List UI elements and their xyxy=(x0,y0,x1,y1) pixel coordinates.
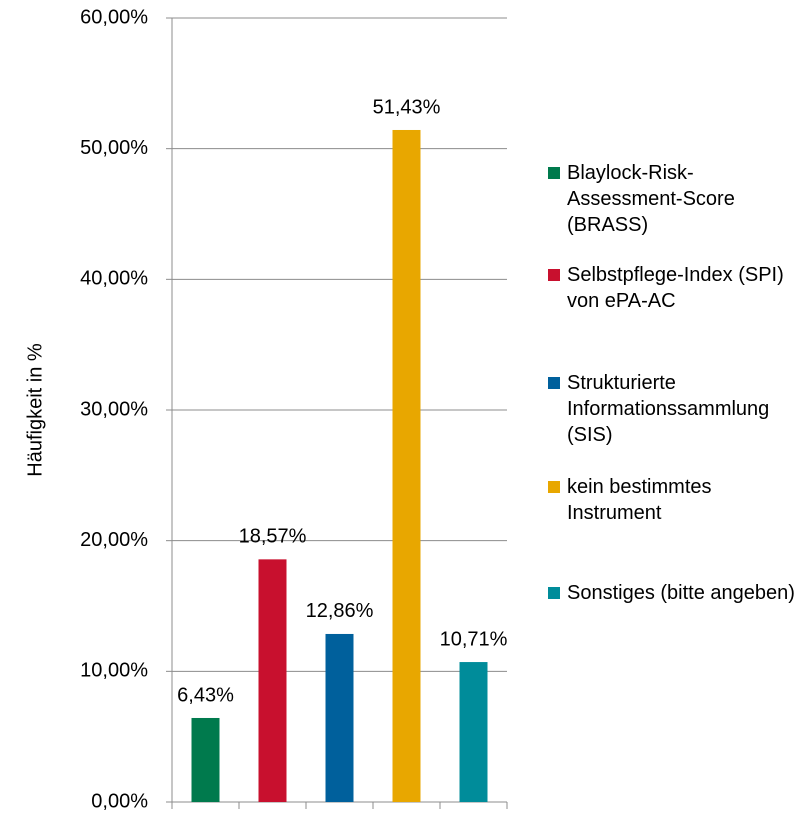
data-label: 6,43% xyxy=(177,684,234,706)
bar xyxy=(325,633,354,802)
legend-swatch xyxy=(548,377,560,389)
legend-entry: Strukturierte Informationssammlung (SIS) xyxy=(548,370,812,448)
y-tick-label: 20,00% xyxy=(80,529,148,551)
y-tick-label: 50,00% xyxy=(80,137,148,159)
legend-entry: kein bestimmtes Instrument xyxy=(548,474,812,526)
y-tick-label: 60,00% xyxy=(80,6,148,28)
legend-swatch xyxy=(548,481,560,493)
y-axis-label: Häufigkeit in % xyxy=(24,343,46,477)
bar xyxy=(459,662,488,802)
bar xyxy=(258,559,287,802)
data-label: 12,86% xyxy=(306,600,374,622)
bar xyxy=(191,717,220,802)
y-tick-label: 30,00% xyxy=(80,398,148,420)
y-tick-label: 40,00% xyxy=(80,268,148,290)
y-tick-label: 0,00% xyxy=(91,790,148,812)
legend-entry: Blaylock-Risk-Assessment-Score (BRASS) xyxy=(548,160,812,238)
bar xyxy=(392,129,421,803)
data-label: 51,43% xyxy=(373,96,441,118)
legend-swatch xyxy=(548,167,560,179)
y-tick-label: 10,00% xyxy=(80,660,148,682)
legend-label: Strukturierte Informationssammlung (SIS) xyxy=(567,372,770,446)
legend-swatch xyxy=(548,587,560,599)
legend-entry: Selbstpflege-Index (SPI) von ePA-AC xyxy=(548,262,812,314)
legend-label: Sonstiges (bitte angeben) xyxy=(567,582,795,604)
legend-label: Selbstpflege-Index (SPI) von ePA-AC xyxy=(567,264,784,312)
legend-entry: Sonstiges (bitte angeben) xyxy=(548,580,812,606)
legend-label: Blaylock-Risk-Assessment-Score (BRASS) xyxy=(567,162,735,236)
data-label: 10,71% xyxy=(440,628,508,650)
data-label: 18,57% xyxy=(239,526,307,548)
legend-label: kein bestimmtes Instrument xyxy=(567,476,712,524)
legend-swatch xyxy=(548,269,560,281)
